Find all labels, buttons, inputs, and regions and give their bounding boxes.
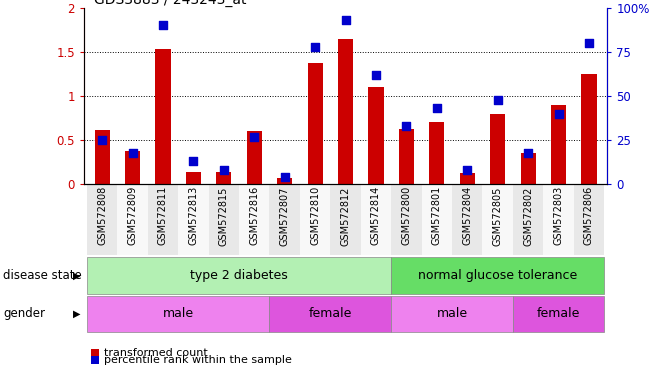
Text: female: female xyxy=(309,308,352,320)
Text: male: male xyxy=(437,308,468,320)
Text: ▶: ▶ xyxy=(73,270,81,281)
Bar xyxy=(551,105,566,184)
Text: gender: gender xyxy=(3,308,46,320)
Point xyxy=(431,105,442,111)
Bar xyxy=(247,131,262,184)
Bar xyxy=(338,40,353,184)
Point xyxy=(553,111,564,117)
Text: GSM572815: GSM572815 xyxy=(219,186,229,246)
Point xyxy=(370,72,381,78)
Point xyxy=(219,167,229,173)
Point xyxy=(462,167,472,173)
Bar xyxy=(399,129,414,184)
Bar xyxy=(216,172,231,184)
Text: GSM572814: GSM572814 xyxy=(371,186,381,245)
Point xyxy=(401,123,412,129)
Point xyxy=(249,134,260,140)
Point xyxy=(340,17,351,23)
Text: GSM572801: GSM572801 xyxy=(432,186,442,245)
Point xyxy=(158,22,168,28)
Bar xyxy=(307,63,323,184)
Point xyxy=(584,40,595,46)
Point xyxy=(279,174,290,180)
Text: GSM572800: GSM572800 xyxy=(401,186,411,245)
Bar xyxy=(277,178,293,184)
Text: GSM572812: GSM572812 xyxy=(341,186,350,246)
Text: transformed count: transformed count xyxy=(104,348,208,358)
Point xyxy=(493,96,503,103)
Text: GSM572804: GSM572804 xyxy=(462,186,472,245)
Text: type 2 diabetes: type 2 diabetes xyxy=(190,269,288,282)
Bar xyxy=(95,129,110,184)
Text: GSM572808: GSM572808 xyxy=(97,186,107,245)
Text: GSM572811: GSM572811 xyxy=(158,186,168,245)
Bar xyxy=(521,153,535,184)
Text: female: female xyxy=(537,308,580,320)
Bar xyxy=(429,122,444,184)
Text: GSM572806: GSM572806 xyxy=(584,186,594,245)
Point xyxy=(310,43,321,50)
Text: GSM572802: GSM572802 xyxy=(523,186,533,246)
Text: GSM572816: GSM572816 xyxy=(250,186,259,245)
Text: male: male xyxy=(162,308,194,320)
Bar xyxy=(460,173,475,184)
Point xyxy=(97,137,107,143)
Bar xyxy=(581,74,597,184)
Text: GSM572813: GSM572813 xyxy=(189,186,199,245)
Bar xyxy=(368,87,384,184)
Text: GSM572809: GSM572809 xyxy=(127,186,138,245)
Text: GSM572807: GSM572807 xyxy=(280,186,290,246)
Point xyxy=(523,149,533,156)
Text: GDS3883 / 243243_at: GDS3883 / 243243_at xyxy=(95,0,247,7)
Bar xyxy=(125,151,140,184)
Text: GSM572805: GSM572805 xyxy=(493,186,503,246)
Text: ▶: ▶ xyxy=(73,309,81,319)
Point xyxy=(188,158,199,164)
Text: normal glucose tolerance: normal glucose tolerance xyxy=(418,269,577,282)
Bar xyxy=(490,114,505,184)
Text: GSM572810: GSM572810 xyxy=(310,186,320,245)
Point xyxy=(127,149,138,156)
Text: percentile rank within the sample: percentile rank within the sample xyxy=(104,355,292,365)
Text: disease state: disease state xyxy=(3,269,82,282)
Text: GSM572803: GSM572803 xyxy=(554,186,564,245)
Bar xyxy=(156,49,170,184)
Bar xyxy=(186,172,201,184)
